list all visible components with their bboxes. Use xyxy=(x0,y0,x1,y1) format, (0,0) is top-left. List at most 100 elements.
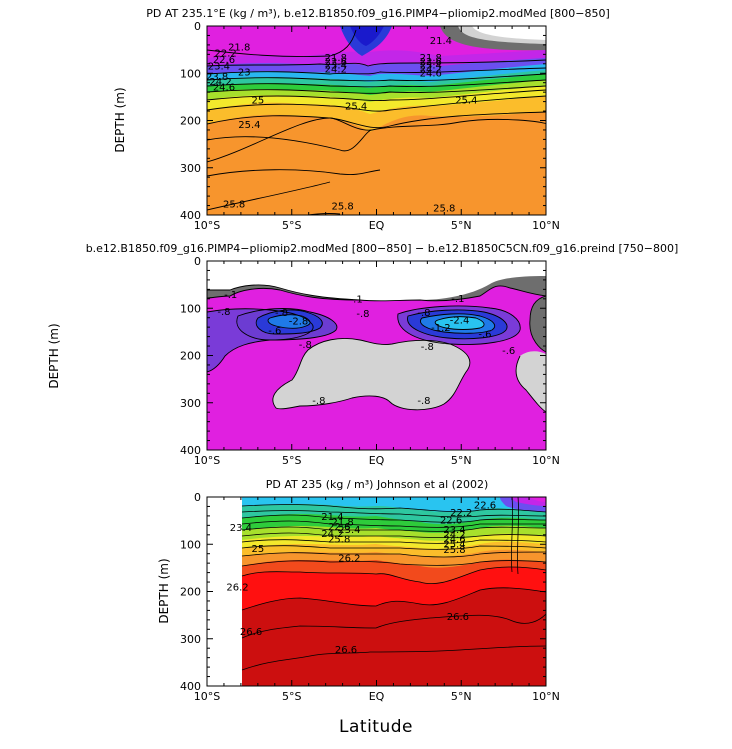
contour-label: 23.8 xyxy=(206,72,228,83)
y-tick-label: 200 xyxy=(180,586,201,599)
y-tick-label: 100 xyxy=(180,538,201,551)
contour-label: 22.6 xyxy=(474,501,496,512)
contour-label: 21.8 xyxy=(331,518,353,529)
contour-label: 25.4 xyxy=(345,101,367,112)
contour-label: 26.6 xyxy=(240,627,262,638)
contour-label: 21.4 xyxy=(430,36,452,47)
contour-label: -.6 xyxy=(268,326,281,337)
contour-label: 26.6 xyxy=(447,612,469,623)
y-tick-label: 100 xyxy=(180,67,201,80)
contour-label: -.8 xyxy=(312,396,325,407)
panel2-ylabel: DEPTH (m) xyxy=(47,323,61,388)
y-tick-label: 400 xyxy=(180,444,201,457)
x-tick-label: 10°S xyxy=(194,690,220,703)
x-tick-label: 10°S xyxy=(194,219,220,232)
panel1-ylabel: DEPTH (m) xyxy=(113,87,127,152)
contour-label: 24.2 xyxy=(325,64,347,75)
y-tick-label: 0 xyxy=(194,255,201,268)
x-tick-label: 5°S xyxy=(282,454,301,467)
contour-label: 21.8 xyxy=(420,53,442,64)
contour-label: 22.6 xyxy=(325,57,347,68)
x-tick-label: 10°N xyxy=(532,219,560,232)
contour-label: -.1 xyxy=(350,295,363,306)
contour-label: 26.6 xyxy=(335,645,357,656)
contour-label: 23.4 xyxy=(420,61,442,72)
contour-label: 25.8 xyxy=(331,201,353,212)
contour-label: 24.2 xyxy=(209,77,231,88)
contour-label: 25.4 xyxy=(238,120,260,131)
contour-label: -2.4 xyxy=(450,316,470,327)
contour-label: 23.4 xyxy=(230,523,252,534)
contour-label: -.8 xyxy=(417,396,430,407)
panel1-axes: 10°S 5°S EQ 5°N 10°N 0 100 200 300 400 xyxy=(180,20,560,232)
contour-label: 24.6 xyxy=(443,535,465,546)
x-axis-label: Latitude xyxy=(339,717,413,737)
contour-label: 23.4 xyxy=(208,62,230,73)
contour-label: 22.6 xyxy=(328,522,350,533)
y-tick-label: 400 xyxy=(180,680,201,693)
x-tick-label: 5°N xyxy=(451,454,472,467)
panel2-axes: 10°S 5°S EQ 5°N 10°N 0 100 200 300 400 xyxy=(180,255,560,467)
panel2-title: b.e12.B1850.f09_g16.PIMP4−pliomip2.modMe… xyxy=(86,242,679,255)
contour-label: 22.2 xyxy=(450,508,472,519)
contour-label: 23.4 xyxy=(325,61,347,72)
x-tick-label: 5°S xyxy=(282,690,301,703)
contour-label: 21.4 xyxy=(321,512,343,523)
contour-label: 24.2 xyxy=(321,529,343,540)
contour-label: -2.8 xyxy=(289,316,309,327)
y-tick-label: 200 xyxy=(180,115,201,128)
x-tick-label: EQ xyxy=(369,219,385,232)
x-tick-label: 10°N xyxy=(532,454,560,467)
contour-label: -.6 xyxy=(478,330,491,341)
contour-label: 22.6 xyxy=(440,516,462,527)
y-tick-label: 300 xyxy=(180,162,201,175)
contour-label: 23.4 xyxy=(443,525,465,536)
x-tick-label: EQ xyxy=(369,690,385,703)
contour-label: 25 xyxy=(251,544,264,555)
contour-label: 22.2 xyxy=(215,48,237,59)
x-tick-label: 10°S xyxy=(194,454,220,467)
y-tick-label: 0 xyxy=(194,491,201,504)
contour-label: -.8 xyxy=(356,309,369,320)
panel1-title: PD AT 235.1°E (kg / m³), b.e12.B1850.f09… xyxy=(146,7,610,20)
contour-label: 26.2 xyxy=(226,583,248,594)
contour-label: 25.4 xyxy=(443,539,465,550)
contour-label: -.6 xyxy=(502,346,515,357)
contour-label: 25.8 xyxy=(443,545,465,556)
panel3-axes: 10°S 5°S EQ 5°N 10°N 0 100 200 300 400 xyxy=(180,491,560,703)
contour-label: -.1 xyxy=(224,290,237,301)
contour-label: -.1 xyxy=(451,294,464,305)
contour-label: -.8 xyxy=(217,307,230,318)
x-tick-label: 5°N xyxy=(451,219,472,232)
y-tick-label: 300 xyxy=(180,397,201,410)
contour-label: 21.8 xyxy=(325,53,347,64)
panel2-fill xyxy=(207,261,546,450)
contour-label: 24.2 xyxy=(420,64,442,75)
x-tick-label: 5°N xyxy=(451,690,472,703)
contour-label: 23 xyxy=(238,67,251,78)
y-tick-label: 300 xyxy=(180,633,201,646)
panel3-ylabel: DEPTH (m) xyxy=(157,558,171,623)
contour-label: 21.8 xyxy=(228,42,250,53)
contour-label: -.8 xyxy=(299,340,312,351)
y-tick-label: 200 xyxy=(180,350,201,363)
y-tick-label: 0 xyxy=(194,20,201,33)
y-tick-label: 400 xyxy=(180,209,201,222)
x-tick-label: EQ xyxy=(369,454,385,467)
y-tick-label: 100 xyxy=(180,302,201,315)
contour-label: 25 xyxy=(251,96,264,107)
contour-label: 25.8 xyxy=(223,200,245,211)
contour-label: 22.6 xyxy=(213,55,235,66)
contour-label: -.8 xyxy=(275,308,288,319)
contour-label: 25.8 xyxy=(433,203,455,214)
panel3-fill xyxy=(207,497,546,686)
contour-label: 22.6 xyxy=(420,57,442,68)
contour-label: 26.2 xyxy=(338,553,360,564)
contour-label: 24.6 xyxy=(213,82,235,93)
panel3-title: PD AT 235 (kg / m³) Johnson et al (2002) xyxy=(266,478,489,491)
x-tick-label: 5°S xyxy=(282,219,301,232)
contour-label: 25.4 xyxy=(455,96,477,107)
x-tick-label: 10°N xyxy=(532,690,560,703)
contour-label: 24.2 xyxy=(443,530,465,541)
